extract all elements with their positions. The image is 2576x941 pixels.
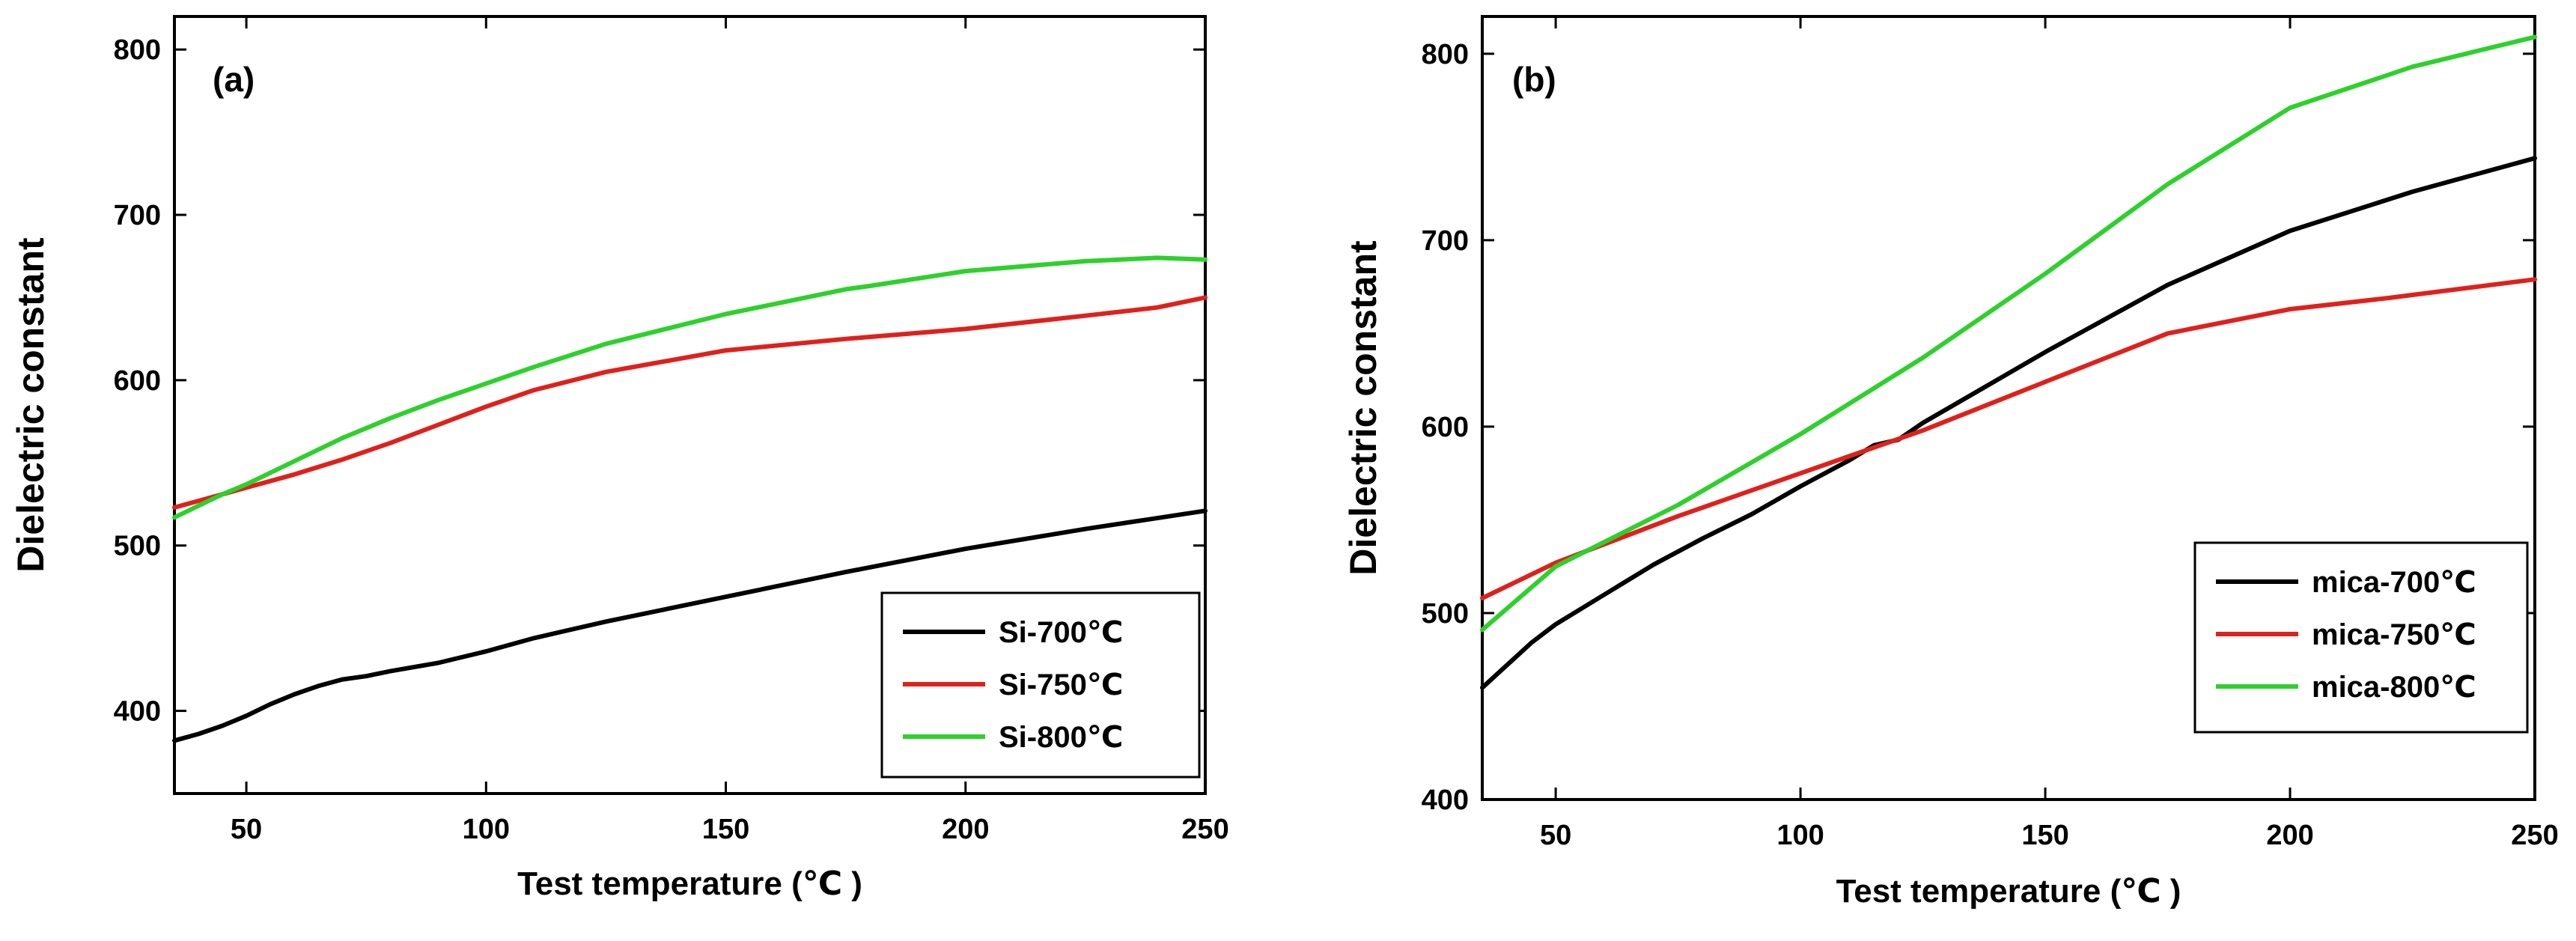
chart-a-series-line-2: [172, 295, 1208, 510]
chart-b-x-tick-label: 100: [1776, 820, 1824, 851]
chart-b-legend-label-1: mica-700℃: [2312, 566, 2476, 599]
chart-a-legend-label-1: Si-700℃: [999, 616, 1123, 649]
chart-b-x-tick-label: 250: [2511, 820, 2558, 851]
chart-a-y-tick-label: 800: [114, 34, 161, 66]
chart-b-svg: 50 100 150 200 250 400 500 600 700 800 Test temper…: [1342, 15, 2559, 910]
chart-a-x-axis-label: Test temperature (℃ ): [517, 865, 862, 902]
chart-b-x-axis-label: Test temperature (℃ ): [1836, 873, 2181, 910]
chart-a-legend: Si-700℃ Si-750℃ Si-800℃: [880, 591, 1201, 779]
chart-a-svg: 50 100 150 200 250 400 500 600 700 800 Test temper…: [10, 15, 1229, 902]
chart-b-legend-label-2: mica-750℃: [2312, 618, 2476, 651]
chart-a-x-tick-label: 150: [702, 814, 749, 845]
chart-b-panel-label: (b): [1512, 60, 1556, 99]
chart-b-x-tick-label: 150: [2021, 820, 2068, 851]
chart-a-x-tick-label: 250: [1181, 814, 1228, 845]
chart-b-y-tick-label: 500: [1422, 598, 1469, 630]
chart-b-y-tick-label: 400: [1422, 785, 1469, 816]
chart-a-y-tick-label: 700: [114, 200, 161, 231]
chart-b-series-line-1: [1480, 156, 2537, 690]
chart-b-x-tick-label: 50: [1540, 820, 1571, 851]
chart-b-y-axis-label: Dielectric constant: [1342, 240, 1384, 576]
chart-b-legend-label-3: mica-800℃: [2312, 671, 2476, 704]
chart-a-panel-label: (a): [213, 60, 255, 99]
chart-panel-b: 50 100 150 200 250 400 500 600 700 800 Test temper…: [1288, 0, 2576, 937]
chart-a-x-tick-label: 200: [942, 814, 989, 845]
chart-a-y-tick-label: 600: [114, 365, 161, 397]
chart-b-y-tick-label: 800: [1422, 39, 1469, 70]
chart-b-y-tick-label: 700: [1422, 225, 1469, 257]
chart-a-y-tick-label: 500: [114, 531, 161, 562]
chart-a-y-tick-label: 400: [114, 696, 161, 728]
chart-b-y-tick-label: 600: [1422, 412, 1469, 443]
chart-a-plot-frame: [173, 15, 1207, 795]
chart-a-legend-label-3: Si-800℃: [999, 721, 1123, 754]
chart-a-series-line-1: [172, 508, 1208, 743]
chart-b-x-tick-label: 200: [2266, 820, 2313, 851]
chart-a-x-tick-label: 50: [231, 814, 262, 845]
chart-a-y-axis-label: Dielectric constant: [10, 237, 52, 573]
chart-b-series-line-3: [1480, 34, 2537, 633]
chart-a-legend-label-2: Si-750℃: [999, 669, 1123, 701]
chart-panel-a: 50 100 150 200 250 400 500 600 700 800 Test temper…: [0, 0, 1288, 937]
chart-a-series-line-3: [172, 255, 1208, 520]
chart-b-plot-frame: [1481, 15, 2536, 801]
chart-a-x-tick-label: 100: [463, 814, 510, 845]
chart-b-series-line-2: [1480, 277, 2537, 600]
chart-b-legend-box: [2193, 541, 2529, 734]
chart-b-legend: mica-700℃ mica-750℃ mica-800℃: [2193, 541, 2529, 734]
